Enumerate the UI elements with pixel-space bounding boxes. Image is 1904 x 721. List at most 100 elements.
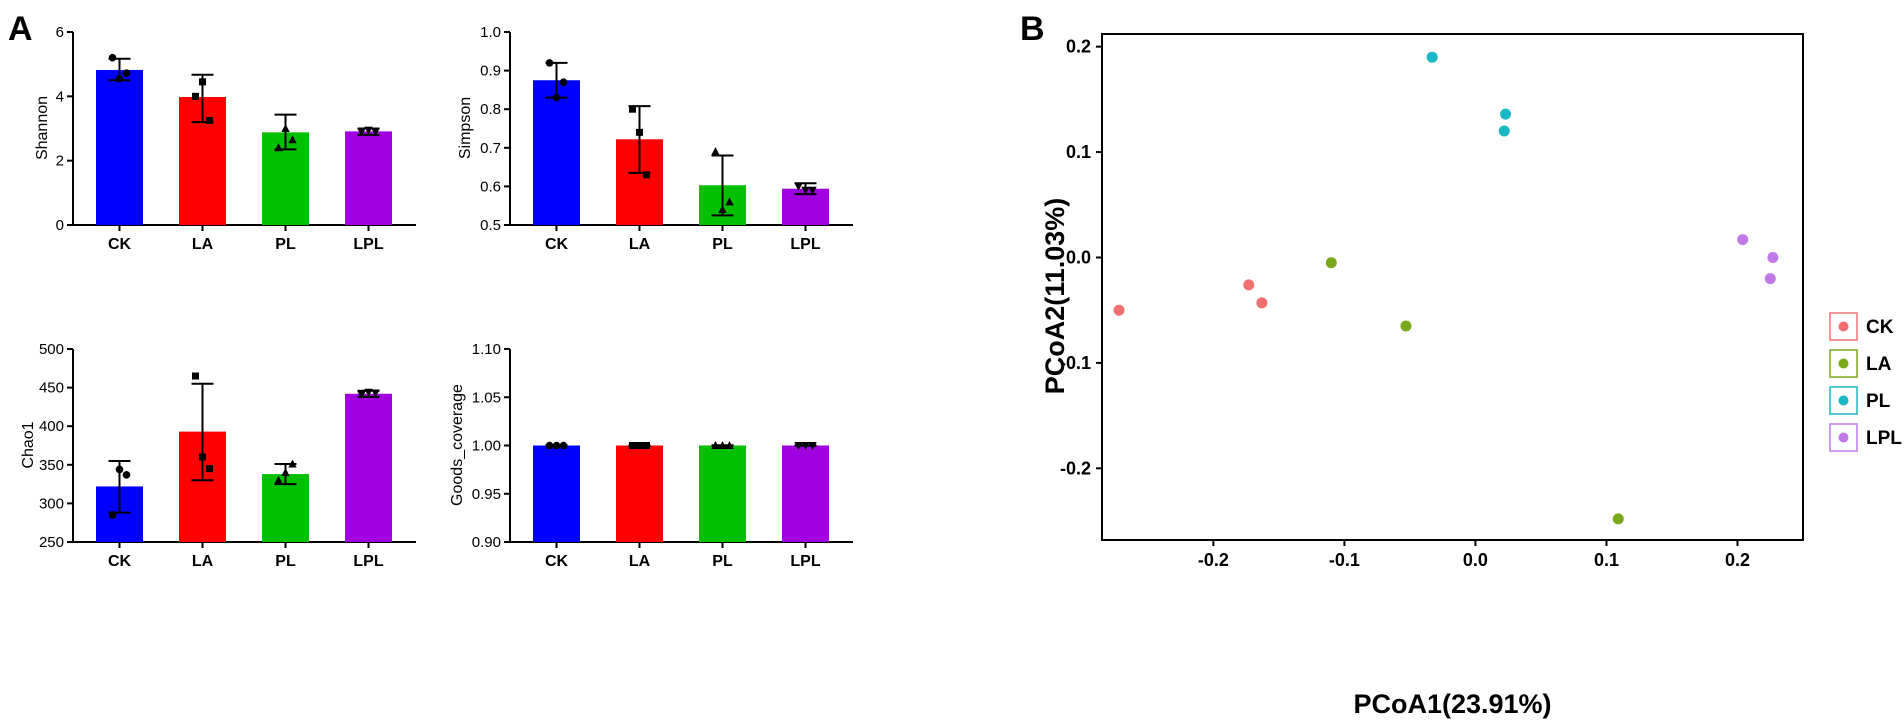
legend-marker-la	[1838, 358, 1849, 369]
shannon-xtick-label-pl: PL	[275, 236, 296, 253]
shannon-point-ck	[115, 74, 124, 83]
legend-marker-lpl	[1838, 432, 1849, 443]
panel-label-a: A	[8, 10, 33, 48]
chao1-chart: 250 300 350 400 450 500 Chao1 CK LA PL LPL	[20, 341, 416, 570]
goods-point-lpl	[801, 442, 810, 450]
goods-xtick-label-ck: CK	[545, 553, 569, 570]
shannon-point-la	[192, 92, 199, 100]
simpson-y-label: Simpson	[457, 97, 474, 159]
legend-marker-ck	[1838, 321, 1849, 332]
pcoa-point-ck	[1256, 297, 1268, 309]
pcoa-point-lpl	[1764, 273, 1776, 285]
simpson-point-pl	[718, 205, 727, 214]
pcoa-point-pl	[1426, 51, 1438, 63]
simpson-point-lpl	[801, 186, 810, 195]
simpson-point-pl	[725, 197, 734, 206]
goods-xtick-label-pl: PL	[712, 553, 733, 570]
shannon-xtick-label-la: LA	[192, 236, 214, 253]
chao1-ytick-label: 250	[39, 534, 64, 551]
goods-point-la	[636, 442, 643, 449]
goods-point-ck	[545, 441, 554, 450]
goods-point-pl	[711, 441, 720, 449]
legend-marker-pl	[1838, 395, 1849, 406]
goods-xtick-label-la: LA	[629, 553, 651, 570]
pcoa-xtick-label: 0.0	[1463, 550, 1488, 570]
pcoa-point-lpl	[1737, 234, 1749, 246]
pcoa-point-la	[1400, 320, 1412, 332]
shannon-ytick-label: 2	[56, 153, 64, 170]
simpson-point-la	[643, 171, 650, 179]
simpson-point-ck	[559, 78, 568, 86]
chao1-point-la	[206, 465, 213, 473]
legend-label-la: LA	[1866, 354, 1892, 375]
shannon-ytick-label: 4	[56, 88, 64, 105]
chao1-ytick-label: 350	[39, 457, 64, 474]
simpson-ytick-label: 0.7	[480, 140, 501, 157]
goods-ytick-label: 1.00	[472, 438, 501, 455]
pcoa-legend: CK LA PL LPL	[1829, 312, 1902, 452]
simpson-ytick-label: 0.6	[480, 178, 501, 195]
goods-point-ck	[552, 441, 561, 450]
simpson-ytick-label: 0.9	[480, 63, 501, 80]
goods-ytick-label: 1.05	[472, 389, 501, 406]
shannon-point-pl	[274, 143, 283, 152]
goods-y-label: Goods_coverage	[449, 384, 466, 506]
shannon-point-lpl	[357, 128, 366, 137]
pcoa-xtick-label: 0.2	[1725, 550, 1750, 570]
chao1-xtick-label-lpl: LPL	[353, 553, 383, 570]
simpson-point-pl	[711, 147, 720, 156]
shannon-chart: 0 2 4 6 Shannon CK LA PL LPL	[34, 24, 416, 253]
shannon-xtick-label-ck: CK	[108, 236, 132, 253]
pcoa-xtick-label: 0.1	[1594, 550, 1619, 570]
chao1-point-ck	[108, 511, 117, 519]
goods-xtick-label-lpl: LPL	[790, 553, 820, 570]
goods-ytick-label: 1.10	[472, 341, 501, 358]
chao1-point-pl	[288, 459, 297, 468]
shannon-ytick-label: 6	[56, 24, 64, 41]
simpson-point-ck	[552, 93, 561, 102]
pcoa-plot-frame	[1101, 33, 1804, 541]
chao1-point-la	[192, 372, 199, 380]
shannon-y-label: Shannon	[34, 96, 51, 160]
shannon-ytick-label: 0	[56, 217, 64, 234]
chao1-ytick-label: 400	[39, 418, 64, 435]
chao1-point-lpl	[371, 389, 380, 398]
chao1-bar-lpl	[345, 393, 392, 542]
legend-label-pl: PL	[1866, 391, 1891, 412]
bar-charts: 0 2 4 6 Shannon CK LA PL LPL 0.5 0.6 0.7 0.8 0.9 1.0 Si…	[20, 24, 853, 570]
goods-point-pl	[725, 441, 734, 449]
pcoa-point-pl	[1498, 125, 1510, 137]
shannon-point-ck	[108, 53, 117, 62]
chao1-point-pl	[274, 475, 283, 484]
chao1-bar-pl	[262, 474, 309, 542]
legend-key-la	[1829, 349, 1858, 378]
shannon-point-ck	[122, 69, 131, 77]
goods-bar-pl	[699, 445, 746, 542]
simpson-point-ck	[545, 59, 554, 67]
legend-label-ck: CK	[1866, 317, 1894, 338]
goods-ytick-label: 0.95	[472, 486, 501, 503]
simpson-bar-ck	[533, 80, 580, 225]
simpson-xtick-label-pl: PL	[712, 236, 733, 253]
shannon-point-lpl	[371, 128, 380, 137]
pcoa-ytick-label: 0.2	[1066, 37, 1091, 57]
goods-chart: 0.90 0.95 1.00 1.05 1.10 Goods_coverage CK LA PL…	[449, 341, 853, 570]
goods-point-lpl	[794, 442, 803, 450]
simpson-point-lpl	[794, 182, 803, 191]
pcoa-point-lpl	[1767, 251, 1779, 263]
goods-point-pl	[718, 441, 727, 449]
goods-bar-lpl	[782, 445, 829, 542]
goods-point-ck	[559, 441, 568, 450]
goods-ytick-label: 0.90	[472, 534, 501, 551]
goods-point-la	[643, 442, 650, 449]
pcoa-point-la	[1325, 257, 1337, 269]
legend-label-lpl: LPL	[1866, 428, 1902, 449]
panel-label-b: B	[1020, 10, 1045, 48]
shannon-point-pl	[288, 135, 297, 144]
chao1-xtick-label-la: LA	[192, 553, 214, 570]
chao1-point-ck	[115, 465, 124, 474]
pcoa-point-pl	[1500, 108, 1512, 120]
simpson-xtick-label-ck: CK	[545, 236, 569, 253]
simpson-ytick-label: 0.8	[480, 101, 501, 118]
